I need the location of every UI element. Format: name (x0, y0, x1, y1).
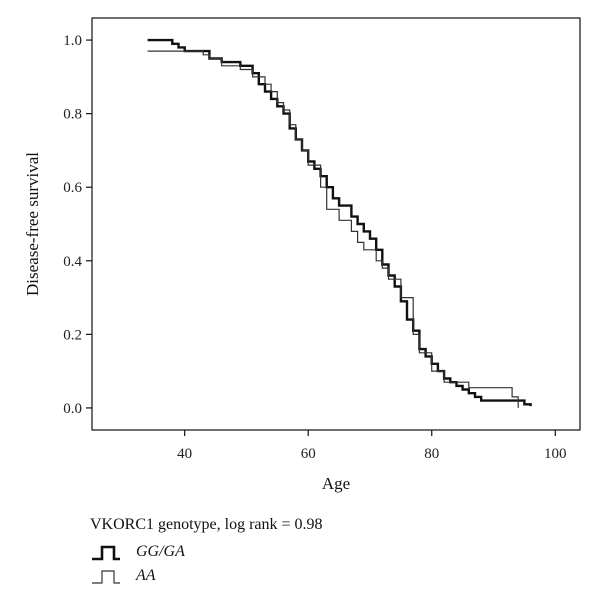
legend-label-aa: AA (136, 567, 156, 584)
series-line-aa (147, 50, 519, 408)
legend-item-gg-ga: GG/GA (90, 540, 323, 564)
y-tick-label: 0.6 (63, 180, 82, 196)
series-line-gg-ga (147, 38, 532, 407)
y-tick-label: 0.8 (63, 107, 82, 123)
plot-frame (91, 17, 581, 431)
legend: VKORC1 genotype, log rank = 0.98 GG/GA A… (90, 516, 323, 588)
x-tick-label: 40 (177, 446, 192, 462)
x-axis-label: Age (322, 474, 350, 493)
y-tick-label: 0.4 (63, 254, 82, 270)
legend-label-gg-ga: GG/GA (136, 543, 185, 560)
legend-item-aa: AA (90, 564, 323, 588)
x-tick-label: 60 (301, 446, 316, 462)
y-tick-label: 0.2 (63, 327, 82, 343)
x-tick-label: 80 (424, 446, 439, 462)
y-tick-label: 0.0 (63, 401, 82, 417)
legend-title: VKORC1 genotype, log rank = 0.98 (90, 516, 323, 533)
y-axis-label: Disease-free survival (23, 152, 42, 296)
legend-step-thin-icon (92, 570, 120, 584)
legend-step-thick-icon (92, 545, 120, 561)
y-tick-label: 1.0 (63, 33, 82, 49)
x-tick-label: 100 (544, 446, 567, 462)
